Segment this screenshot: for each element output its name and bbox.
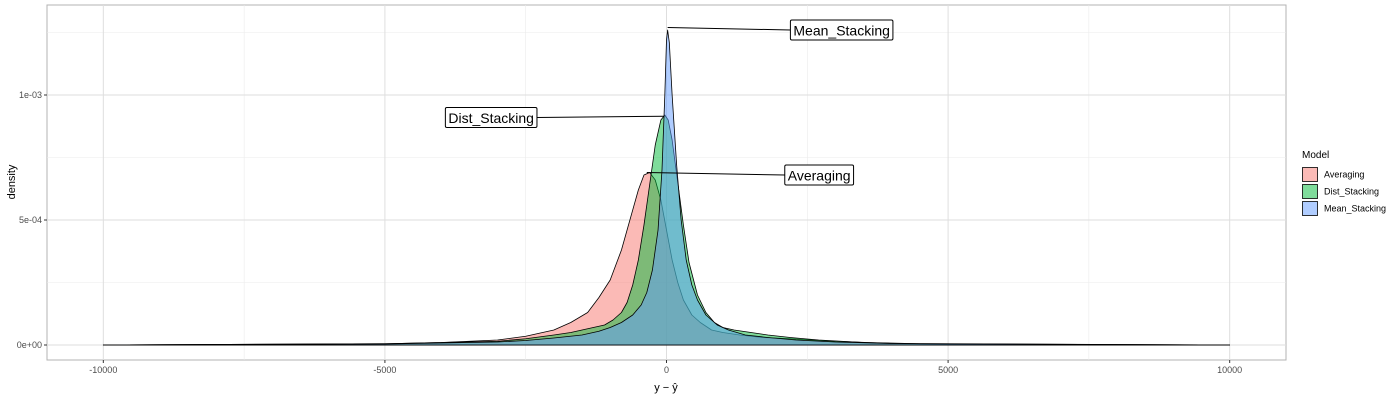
legend: Model Averaging Dist_Stacking Mean_Stacking (1302, 150, 1386, 216)
x-axis-tick-label: 10000 (1217, 365, 1242, 375)
axes: -10000 -5000 0 5000 10000 0e+00 5e-04 1e-03 (17, 90, 1242, 375)
density-area-mean-stacking (102, 29, 1231, 346)
legend-label-dist-stacking: Dist_Stacking (1324, 187, 1379, 197)
legend-title: Model (1302, 150, 1329, 161)
legend-key-averaging (1302, 167, 1318, 182)
annotation-label-mean-stacking: Mean_Stacking (789, 19, 894, 41)
annotation-box-averaging (784, 164, 855, 186)
annotation-box-mean-stacking (789, 19, 894, 41)
annotation-leader-dist-stacking (536, 115, 665, 118)
legend-label-averaging: Averaging (1324, 170, 1364, 180)
annotation-leader-mean-stacking (667, 27, 791, 31)
annotation-label-dist-stacking: Dist_Stacking (444, 107, 538, 128)
annotation-label-averaging: Averaging (784, 164, 855, 186)
y-axis-tick-label: 1e-03 (19, 90, 42, 100)
y-axis-tick-label: 0e+00 (17, 340, 42, 350)
y-axis-title: density (6, 164, 18, 199)
y-axis-tick-label: 5e-04 (19, 215, 42, 225)
annotation-text-dist-stacking: Dist_Stacking (448, 110, 534, 126)
annotations: Mean_Stacking Dist_Stacking Averaging (444, 19, 894, 186)
legend-label-mean-stacking: Mean_Stacking (1324, 204, 1386, 214)
x-axis-tick-label: -5000 (373, 365, 396, 375)
annotation-leader-averaging (646, 172, 785, 176)
legend-key-dist-stacking (1302, 184, 1318, 199)
x-axis-tick-label: 0 (664, 365, 669, 375)
annotation-text-mean-stacking: Mean_Stacking (793, 23, 890, 39)
legend-key-mean-stacking (1302, 201, 1318, 216)
annotation-text-averaging: Averaging (788, 168, 851, 184)
x-axis-tick-label: -10000 (89, 365, 117, 375)
x-axis-tick-label: 5000 (938, 365, 958, 375)
x-axis-title: y − ŷ (654, 382, 678, 394)
annotation-box-dist-stacking (444, 107, 538, 128)
density-areas (102, 29, 1231, 346)
